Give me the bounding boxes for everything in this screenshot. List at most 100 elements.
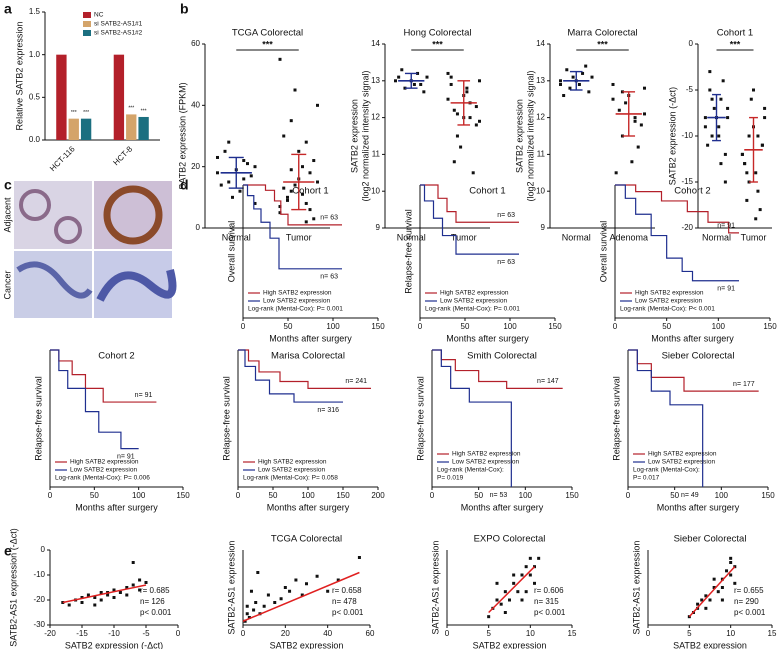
y-tick-label: 60: [191, 39, 200, 48]
y-tick-label: 12: [371, 113, 380, 122]
y-axis-label: Relapse-free survival: [415, 376, 425, 461]
x-tick-label: 0: [48, 491, 53, 500]
stat-label: P= 0.017: [633, 475, 660, 482]
x-axis-label: SATB2 expression: [473, 640, 547, 649]
y-tick-label: 9: [541, 223, 546, 232]
point: [106, 593, 110, 597]
point: [316, 180, 319, 184]
point: [282, 186, 286, 190]
stat-label: Log-rank (Mental-Cox):: [633, 467, 700, 474]
x-tick-label: 150: [565, 491, 579, 500]
stat-label: n= 126: [140, 597, 165, 606]
stat-label: p< 0.001: [140, 608, 172, 617]
point: [138, 588, 142, 592]
point: [740, 152, 744, 156]
stat-label: Log-rank (Mental-Cox): P= 0.006: [55, 475, 150, 482]
point: [455, 112, 459, 116]
panel-letter: c: [4, 177, 12, 193]
point: [763, 116, 767, 120]
point: [357, 556, 361, 559]
point: [286, 198, 289, 202]
x-tick-label: 5: [486, 629, 491, 638]
point: [503, 611, 507, 614]
point: [723, 152, 727, 156]
survival-curve: [432, 349, 512, 487]
x-tick-label: 10: [726, 629, 735, 638]
x-tick-label: 50: [461, 322, 470, 331]
point: [710, 97, 714, 101]
point: [581, 71, 585, 75]
y-axis-label: SATB2 expression (FPKM): [177, 82, 187, 189]
bar: [138, 116, 149, 140]
x-tick-label: 20: [281, 629, 290, 638]
x-tick-label: 0: [430, 491, 435, 500]
point: [725, 569, 729, 573]
legend-label: Low SATB2 expression: [258, 467, 325, 474]
point: [266, 593, 270, 597]
x-tick-label: 0: [626, 491, 631, 500]
y-tick-label: 0.0: [29, 135, 41, 144]
point: [717, 134, 721, 138]
stat-label: P= 0.019: [437, 475, 464, 482]
chart-title: Cohort 1: [292, 186, 328, 197]
y-tick-label: 1.5: [29, 7, 41, 16]
x-tick-label: Tumor: [286, 232, 312, 242]
n-label: n= 63: [320, 274, 338, 281]
point: [478, 79, 481, 83]
panel-letter: b: [180, 1, 189, 17]
point: [760, 143, 764, 147]
point: [729, 573, 733, 577]
point: [719, 162, 723, 166]
n-label: n= 63: [497, 259, 515, 266]
point: [278, 205, 282, 209]
point: [633, 116, 637, 120]
y-axis-label: Relapse-free survival: [221, 376, 231, 461]
chart-title: Hong Colorectal: [403, 28, 471, 39]
y-tick-label: 0: [41, 545, 46, 554]
point: [568, 86, 572, 90]
x-tick-label: 5: [687, 629, 692, 638]
fit-line: [488, 566, 536, 614]
y-tick-label: -5: [686, 85, 694, 94]
point: [99, 591, 103, 594]
point: [636, 145, 640, 149]
point: [726, 116, 730, 120]
point: [696, 602, 700, 606]
x-tick-label: -15: [76, 629, 88, 638]
point: [559, 79, 562, 83]
stat-label: Log-rank (Mental-Cox):: [437, 467, 504, 474]
point: [465, 86, 469, 90]
point: [756, 134, 760, 138]
point: [471, 171, 475, 175]
point: [293, 88, 297, 92]
point: [729, 556, 733, 560]
significance: ***: [262, 39, 273, 49]
point: [300, 593, 304, 597]
stat-label: r= 0.606: [534, 586, 564, 595]
point: [706, 143, 710, 147]
n-label: n= 91: [717, 286, 735, 293]
point: [245, 612, 249, 616]
point: [216, 171, 219, 175]
point: [297, 149, 301, 153]
point: [138, 578, 142, 582]
legend-label: Low SATB2 expression: [648, 459, 715, 466]
bar: [68, 118, 79, 140]
n-label: n= 53: [490, 492, 508, 499]
point: [262, 604, 266, 608]
y-axis-label: (log2 normalized intensity signal): [525, 70, 535, 201]
point: [422, 90, 426, 94]
legend-label: High SATB2 expression: [452, 451, 521, 458]
point: [289, 189, 293, 193]
chart-title: Sieber Colorectal: [674, 534, 747, 545]
point: [611, 82, 615, 86]
point: [312, 159, 316, 163]
point: [710, 134, 714, 138]
y-axis-label: Relapse-free survival: [33, 376, 43, 461]
y-tick-label: 10: [536, 186, 545, 195]
y-axis-label: Overall survival: [598, 221, 608, 283]
point: [719, 97, 723, 101]
stat-label: p< 0.001: [534, 608, 566, 617]
point: [242, 177, 246, 181]
significance: ***: [597, 39, 608, 49]
